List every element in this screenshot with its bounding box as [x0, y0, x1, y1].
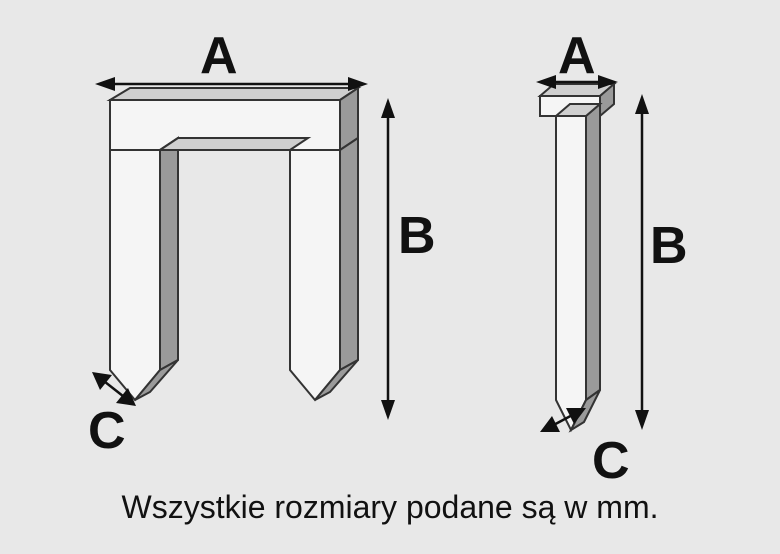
staple-shape: [110, 88, 358, 400]
nail-label-c: C: [592, 435, 630, 487]
nail-label-a: A: [558, 30, 596, 82]
staple-label-a: A: [200, 30, 238, 82]
nail-shape: [540, 84, 614, 430]
nail-dim-b-arrow: [635, 94, 649, 430]
staple-label-b: B: [398, 210, 436, 262]
caption-text: Wszystkie rozmiary podane są w mm.: [0, 489, 780, 526]
nail-label-b: B: [650, 220, 688, 272]
staple-label-c: C: [88, 405, 126, 457]
staple-dim-b-arrow: [381, 98, 395, 420]
diagram-canvas: [0, 0, 780, 554]
